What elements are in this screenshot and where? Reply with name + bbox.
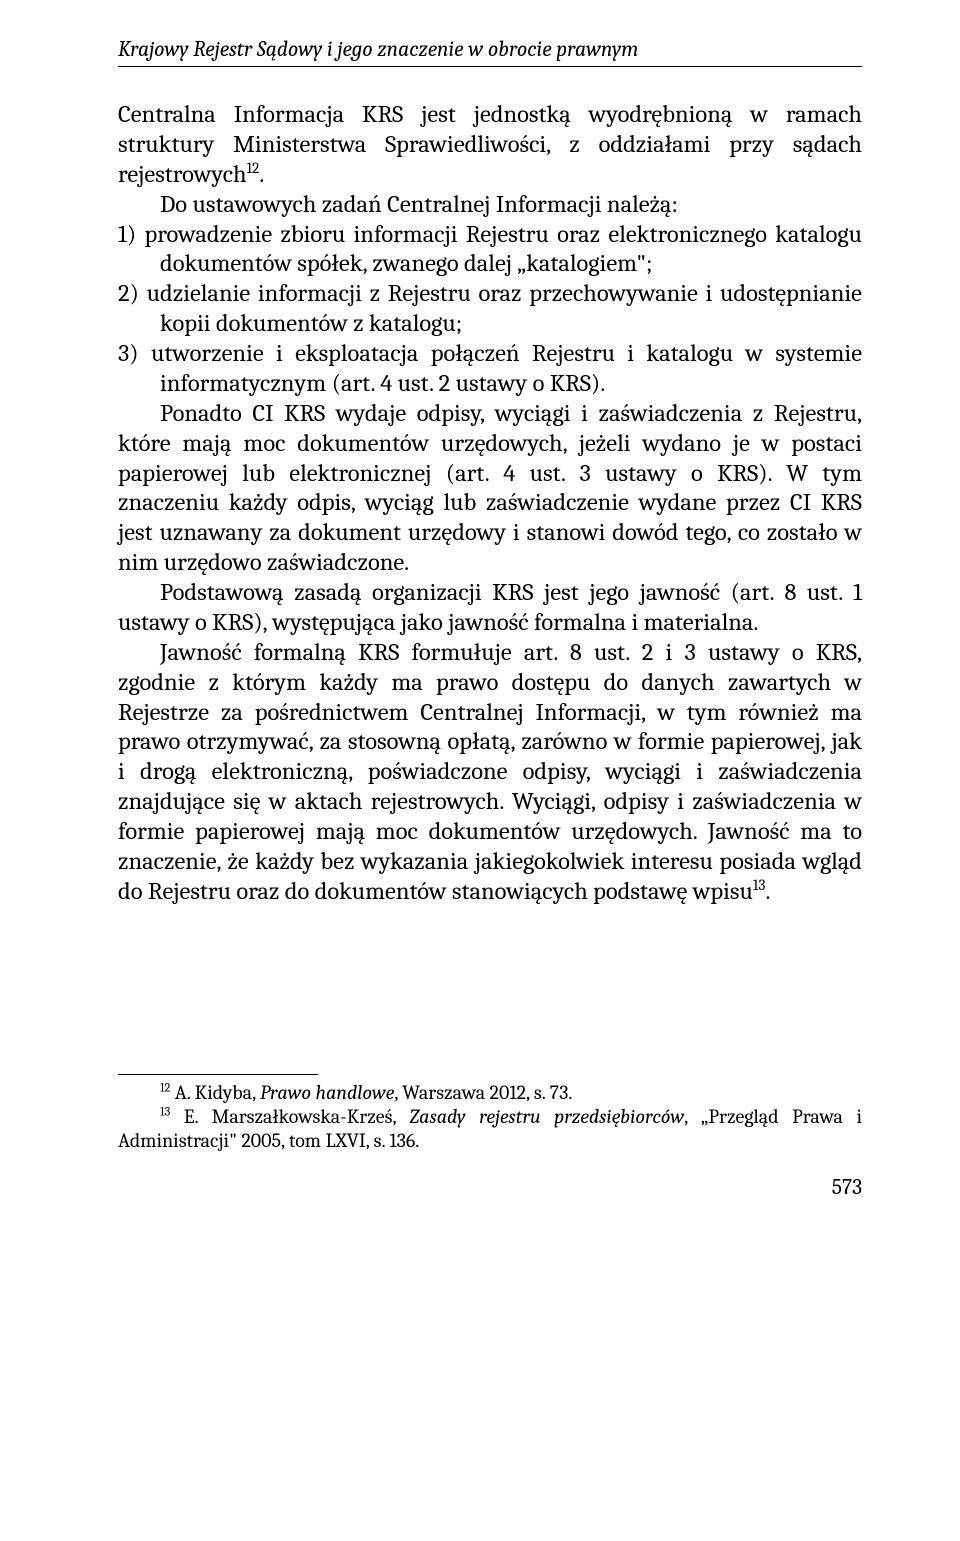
paragraph-3: Ponadto CI KRS wydaje odpisy, wyciągi i … — [118, 400, 862, 579]
list-item-1-num: 1) — [118, 221, 144, 249]
page-number: 573 — [118, 1176, 862, 1200]
footnote-13-italic: Zasady rejestru przedsiębiorców — [409, 1105, 684, 1128]
paragraph-5-text-b: . — [765, 878, 770, 906]
list-item-1: 1) prowadzenie zbioru informacji Rejestr… — [118, 221, 862, 281]
footnote-12-text-a: A. Kidyba, — [170, 1081, 260, 1104]
page-container: Krajowy Rejestr Sądowy i jego znaczenie … — [0, 0, 960, 1541]
paragraph-1-text-a: Centralna Informacja KRS jest jednostką … — [118, 101, 862, 189]
running-head: Krajowy Rejestr Sądowy i jego znaczenie … — [118, 38, 862, 67]
footnote-13-text-a: E. Marszałkowska-Krześ, — [170, 1105, 409, 1128]
footnote-12-text-b: , Warszawa 2012, s. 73. — [394, 1081, 572, 1104]
list-item-2-num: 2) — [118, 280, 147, 308]
footnote-13-num: 13 — [160, 1105, 170, 1119]
list-item-2-text: udzielanie informacji z Rejestru oraz pr… — [147, 280, 862, 338]
footnote-12-italic: Prawo handlowe — [260, 1081, 394, 1104]
list-item-2: 2) udzielanie informacji z Rejestru oraz… — [118, 280, 862, 340]
list-item-3: 3) utworzenie i eksploatacja połączeń Re… — [118, 340, 862, 400]
list-item-3-num: 3) — [118, 340, 151, 368]
list-item-1-text: prowadzenie zbioru informacji Rejestru o… — [144, 221, 862, 279]
paragraph-4: Podstawową zasadą organizacji KRS jest j… — [118, 579, 862, 639]
footnote-rule — [118, 1074, 318, 1075]
paragraph-2-intro: Do ustawowych zadań Centralnej Informacj… — [118, 191, 862, 221]
footnote-13: 13 E. Marszałkowska-Krześ, Zasady rejest… — [118, 1105, 862, 1154]
paragraph-1-text-b: . — [259, 161, 264, 189]
footnote-12-num: 12 — [160, 1081, 170, 1095]
paragraph-5: Jawność formalną KRS formułuje art. 8 us… — [118, 639, 862, 908]
footnotes-block: 12 A. Kidyba, Prawo handlowe, Warszawa 2… — [118, 1068, 862, 1154]
list-item-3-text: utworzenie i eksploatacja połączeń Rejes… — [151, 340, 862, 398]
numbered-list: 1) prowadzenie zbioru informacji Rejestr… — [118, 221, 862, 400]
footnote-ref-13: 13 — [753, 876, 766, 894]
paragraph-5-text-a: Jawność formalną KRS formułuje art. 8 us… — [118, 639, 862, 906]
footnote-12: 12 A. Kidyba, Prawo handlowe, Warszawa 2… — [118, 1081, 862, 1105]
paragraph-1: Centralna Informacja KRS jest jednostką … — [118, 101, 862, 191]
footnote-ref-12: 12 — [247, 159, 260, 177]
